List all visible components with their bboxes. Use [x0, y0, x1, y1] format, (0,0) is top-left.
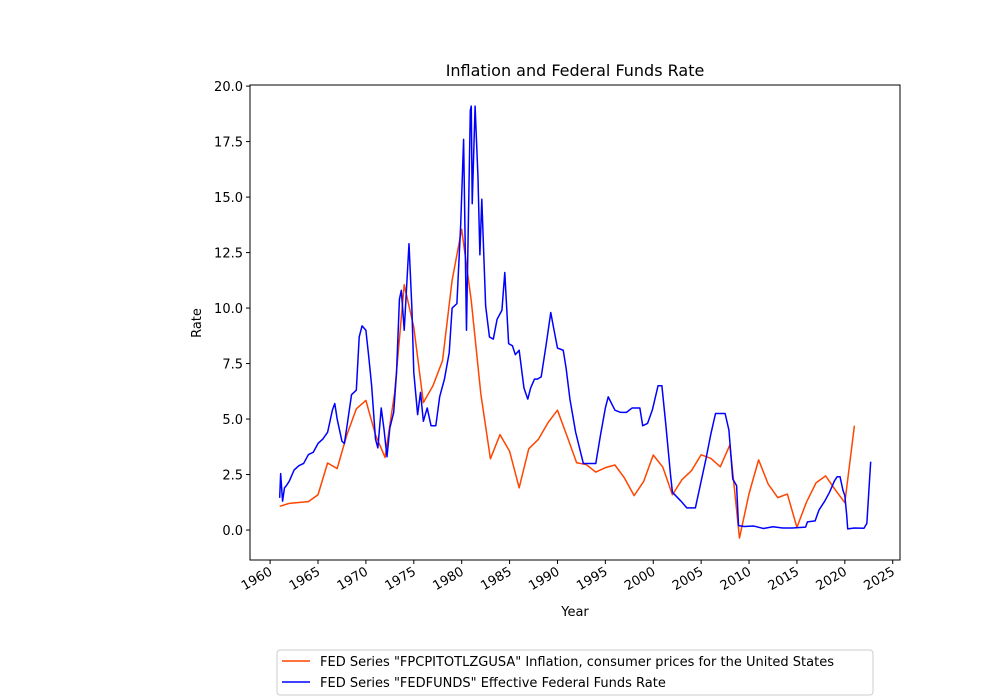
- y-tick-label: 17.5: [214, 136, 243, 151]
- y-tick-label: 7.5: [222, 358, 243, 373]
- series-line: [278, 105, 872, 530]
- y-tick-label: 5.0: [222, 413, 243, 428]
- legend-box: [276, 649, 874, 696]
- legend-label: FED Series "FEDFUNDS" Effective Federal …: [320, 676, 666, 691]
- y-tick-label: 2.5: [222, 469, 243, 484]
- legend: FED Series "FPCPITOTLZGUSA" Inflation, c…: [282, 655, 834, 691]
- y-axis-label: Rate: [190, 308, 205, 338]
- axes-frame: [249, 84, 901, 561]
- y-tick-label: 10.0: [214, 302, 243, 317]
- x-axis-label: Year: [560, 605, 589, 620]
- y-tick-label: 12.5: [214, 247, 243, 262]
- y-tick-label: 15.0: [214, 191, 243, 206]
- plot-area: [278, 105, 872, 539]
- legend-label: FED Series "FPCPITOTLZGUSA" Inflation, c…: [320, 655, 834, 670]
- y-tick-label: 0.0: [222, 524, 243, 539]
- y-tick-label: 20.0: [214, 80, 243, 95]
- chart-title: Inflation and Federal Funds Rate: [446, 61, 705, 80]
